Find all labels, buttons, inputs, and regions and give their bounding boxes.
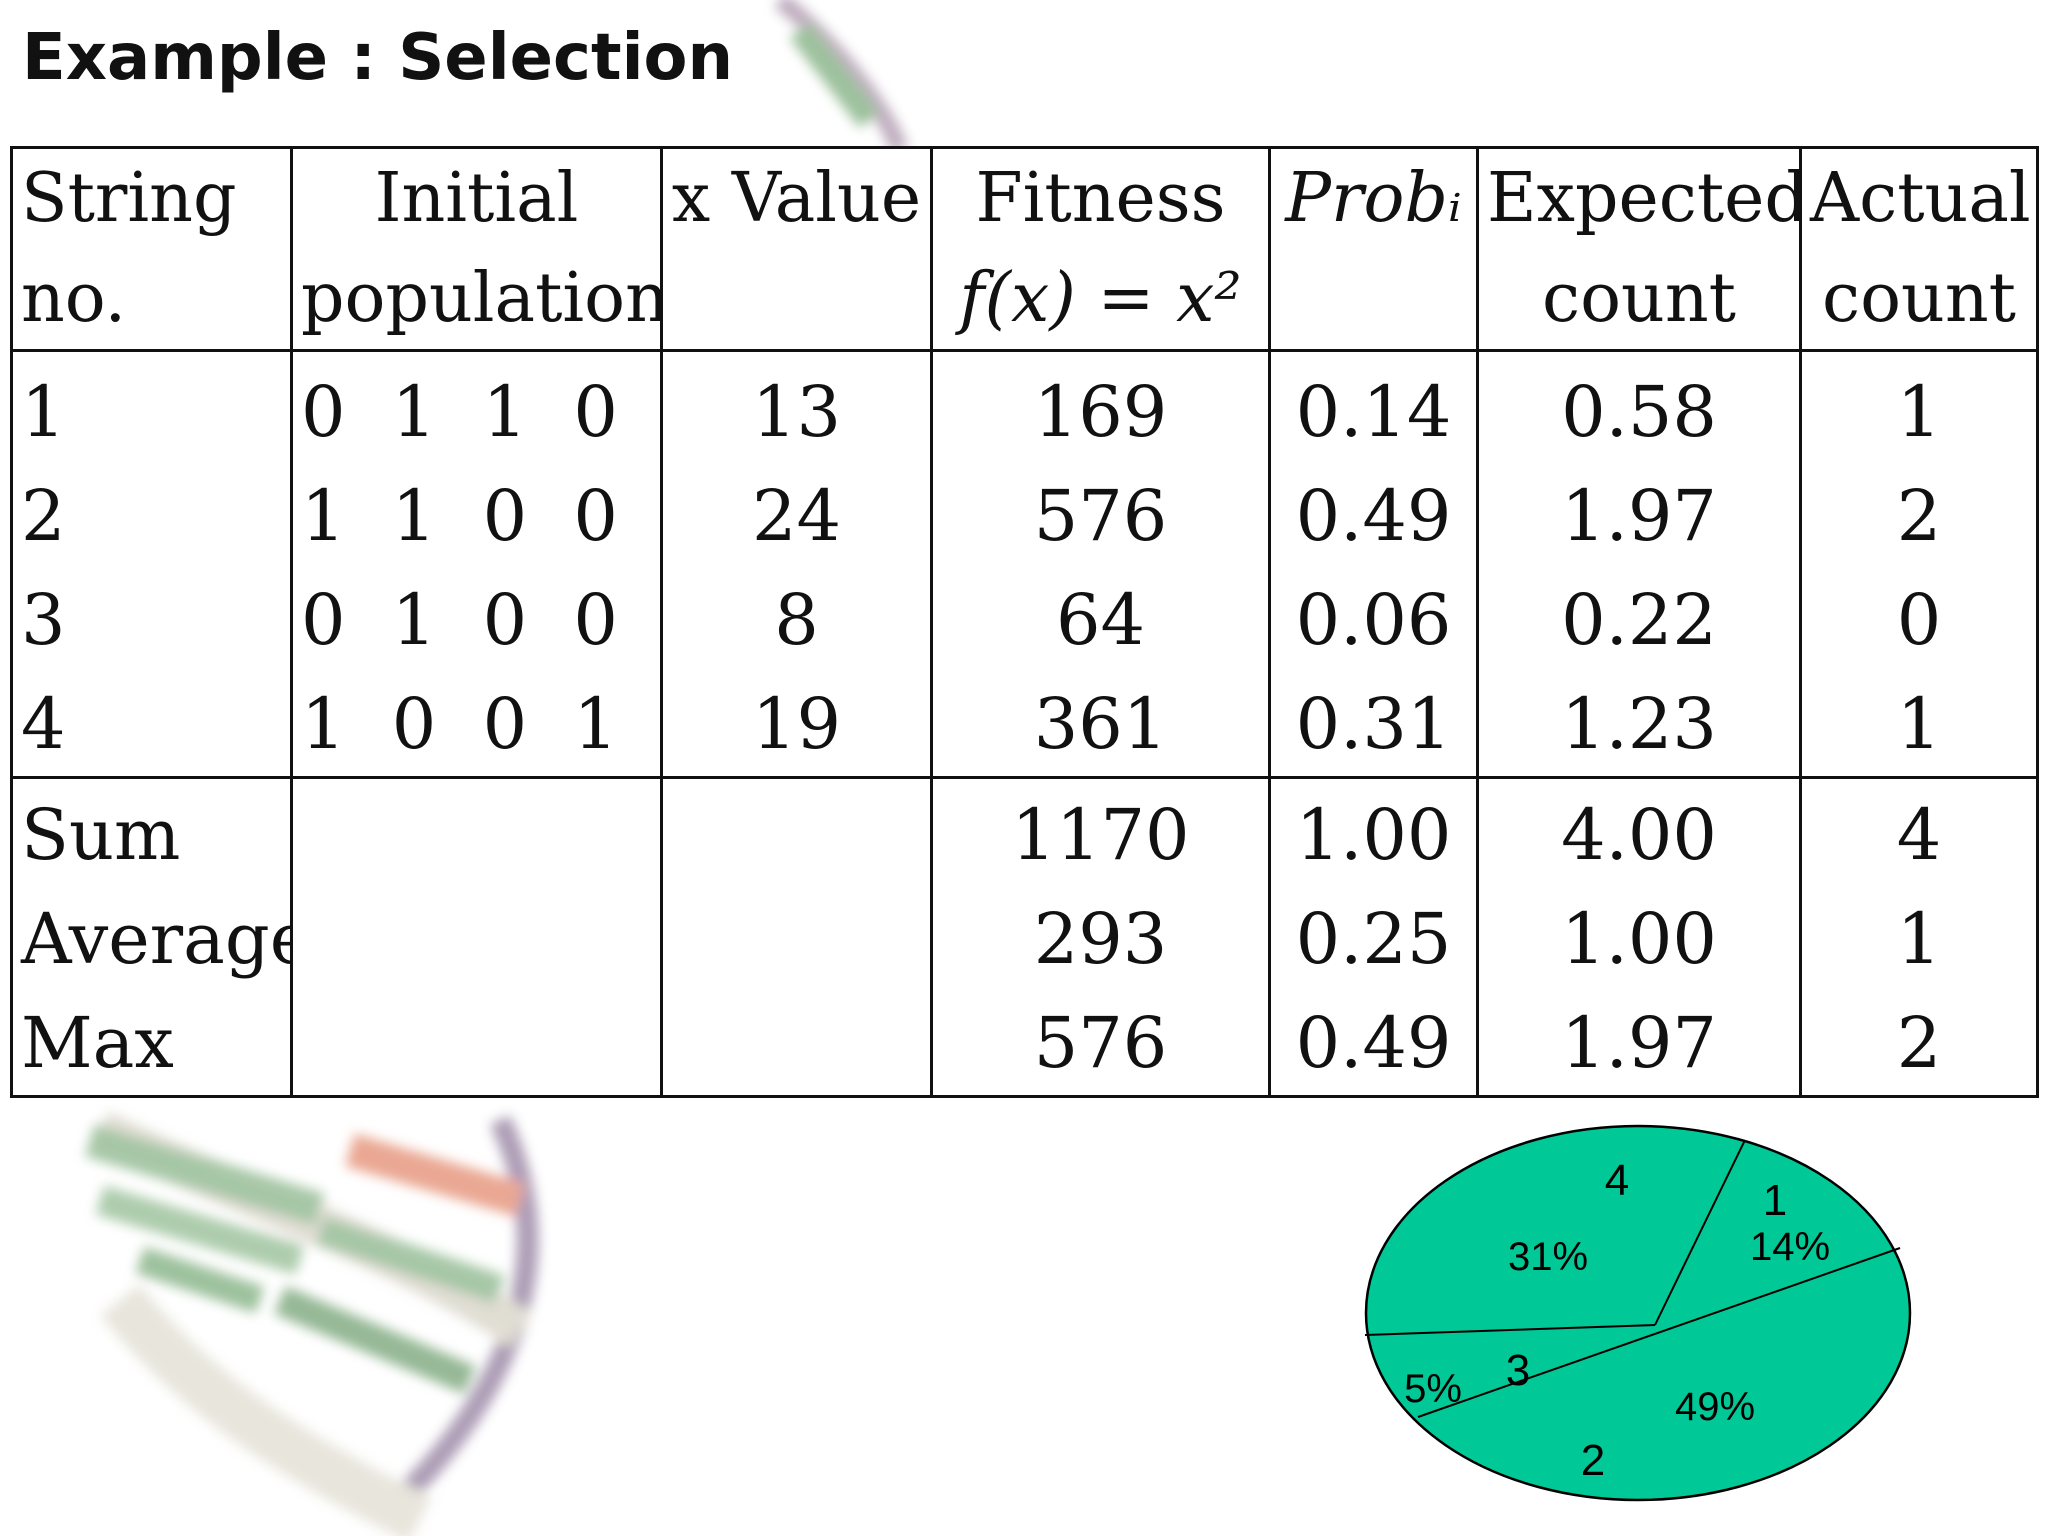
pie-percent-label: 14% xyxy=(1750,1225,1830,1269)
cell-population: 0 1 0 0 0 xyxy=(290,568,663,672)
summary-label: Average xyxy=(10,887,293,991)
cell-prob: 0.06 xyxy=(1268,568,1479,672)
summary-fitness: 576 xyxy=(930,991,1271,1098)
summary-row-average: Average 293 0.25 1.00 1 xyxy=(10,887,2039,991)
summary-actual: 2 xyxy=(1799,991,2039,1098)
cell-string-no: 4 xyxy=(10,672,293,779)
summary-label: Max xyxy=(10,991,293,1098)
summary-fitness: 1170 xyxy=(930,777,1271,887)
cell-population: 1 0 0 1 1 xyxy=(290,672,663,779)
table-row: 3 0 1 0 0 0 8 64 0.06 0.22 0 xyxy=(10,568,2039,672)
summary-empty xyxy=(290,777,663,887)
cell-population: 1 1 0 0 0 xyxy=(290,464,663,568)
cell-string-no: 3 xyxy=(10,568,293,672)
summary-prob: 0.25 xyxy=(1268,887,1479,991)
header-prob: Probᵢ xyxy=(1268,146,1479,352)
cell-population: 0 1 1 0 1 xyxy=(290,350,663,464)
slide-title: Example : Selection xyxy=(22,21,734,95)
pie-background xyxy=(1364,1124,1912,1502)
table-row: 2 1 1 0 0 0 24 576 0.49 1.97 2 xyxy=(10,464,2039,568)
summary-empty xyxy=(660,991,933,1098)
cell-x-value: 24 xyxy=(660,464,933,568)
header-initial-population: Initial population xyxy=(290,146,663,352)
selection-pie-chart: 114% 2 49% 3 5% 4 31% xyxy=(1364,1124,1912,1502)
cell-expected: 0.22 xyxy=(1476,568,1802,672)
pie-slice-divider xyxy=(1654,1139,1746,1326)
cell-expected: 1.23 xyxy=(1476,672,1802,779)
pie-percent-label: 5% xyxy=(1404,1367,1462,1411)
summary-empty xyxy=(660,887,933,991)
cell-x-value: 8 xyxy=(660,568,933,672)
summary-actual: 1 xyxy=(1799,887,2039,991)
summary-empty xyxy=(660,777,933,887)
summary-prob: 1.00 xyxy=(1268,777,1479,887)
table-row: 4 1 0 0 1 1 19 361 0.31 1.23 1 xyxy=(10,672,2039,779)
table-header-row: String no. Initial population x Value Fitn… xyxy=(10,146,2039,352)
cell-expected: 1.97 xyxy=(1476,464,1802,568)
cell-actual: 1 xyxy=(1799,672,2039,779)
cell-fitness: 576 xyxy=(930,464,1271,568)
summary-fitness: 293 xyxy=(930,887,1271,991)
summary-prob: 0.49 xyxy=(1268,991,1479,1098)
cell-expected: 0.58 xyxy=(1476,350,1802,464)
header-fitness: Fitness f(x) = x² xyxy=(930,146,1271,352)
cell-actual: 2 xyxy=(1799,464,2039,568)
header-actual-count: Actual count xyxy=(1799,146,2039,352)
summary-label: Sum xyxy=(10,777,293,887)
pie-category-label: 4 xyxy=(1605,1156,1629,1205)
cell-x-value: 19 xyxy=(660,672,933,779)
summary-empty xyxy=(290,991,663,1098)
pie-category-label: 2 xyxy=(1581,1436,1605,1485)
header-x-value: x Value xyxy=(660,146,933,352)
summary-expected: 1.00 xyxy=(1476,887,1802,991)
pie-percent-label: 49% xyxy=(1675,1385,1755,1429)
cell-string-no: 1 xyxy=(10,350,293,464)
header-string-no: String no. xyxy=(10,146,293,352)
cell-string-no: 2 xyxy=(10,464,293,568)
pie-percent-label: 31% xyxy=(1508,1235,1588,1279)
summary-expected: 1.97 xyxy=(1476,991,1802,1098)
cell-prob: 0.49 xyxy=(1268,464,1479,568)
cell-prob: 0.31 xyxy=(1268,672,1479,779)
pie-category-label: 1 xyxy=(1763,1176,1787,1225)
summary-expected: 4.00 xyxy=(1476,777,1802,887)
cell-prob: 0.14 xyxy=(1268,350,1479,464)
selection-table: String no. Initial population x Value Fitn… xyxy=(10,146,2039,1098)
pie-category-label: 3 xyxy=(1506,1346,1530,1395)
pie-slice-divider xyxy=(1417,1247,1901,1418)
pie-slice-divider xyxy=(1364,1324,1656,1336)
cell-x-value: 13 xyxy=(660,350,933,464)
summary-empty xyxy=(290,887,663,991)
table-row: 1 0 1 1 0 1 13 169 0.14 0.58 1 xyxy=(10,350,2039,464)
cell-actual: 0 xyxy=(1799,568,2039,672)
summary-actual: 4 xyxy=(1799,777,2039,887)
header-expected-count: Expected count xyxy=(1476,146,1802,352)
summary-row-sum: Sum 1170 1.00 4.00 4 xyxy=(10,777,2039,887)
cell-fitness: 169 xyxy=(930,350,1271,464)
cell-fitness: 361 xyxy=(930,672,1271,779)
cell-actual: 1 xyxy=(1799,350,2039,464)
cell-fitness: 64 xyxy=(930,568,1271,672)
summary-row-max: Max 576 0.49 1.97 2 xyxy=(10,991,2039,1098)
